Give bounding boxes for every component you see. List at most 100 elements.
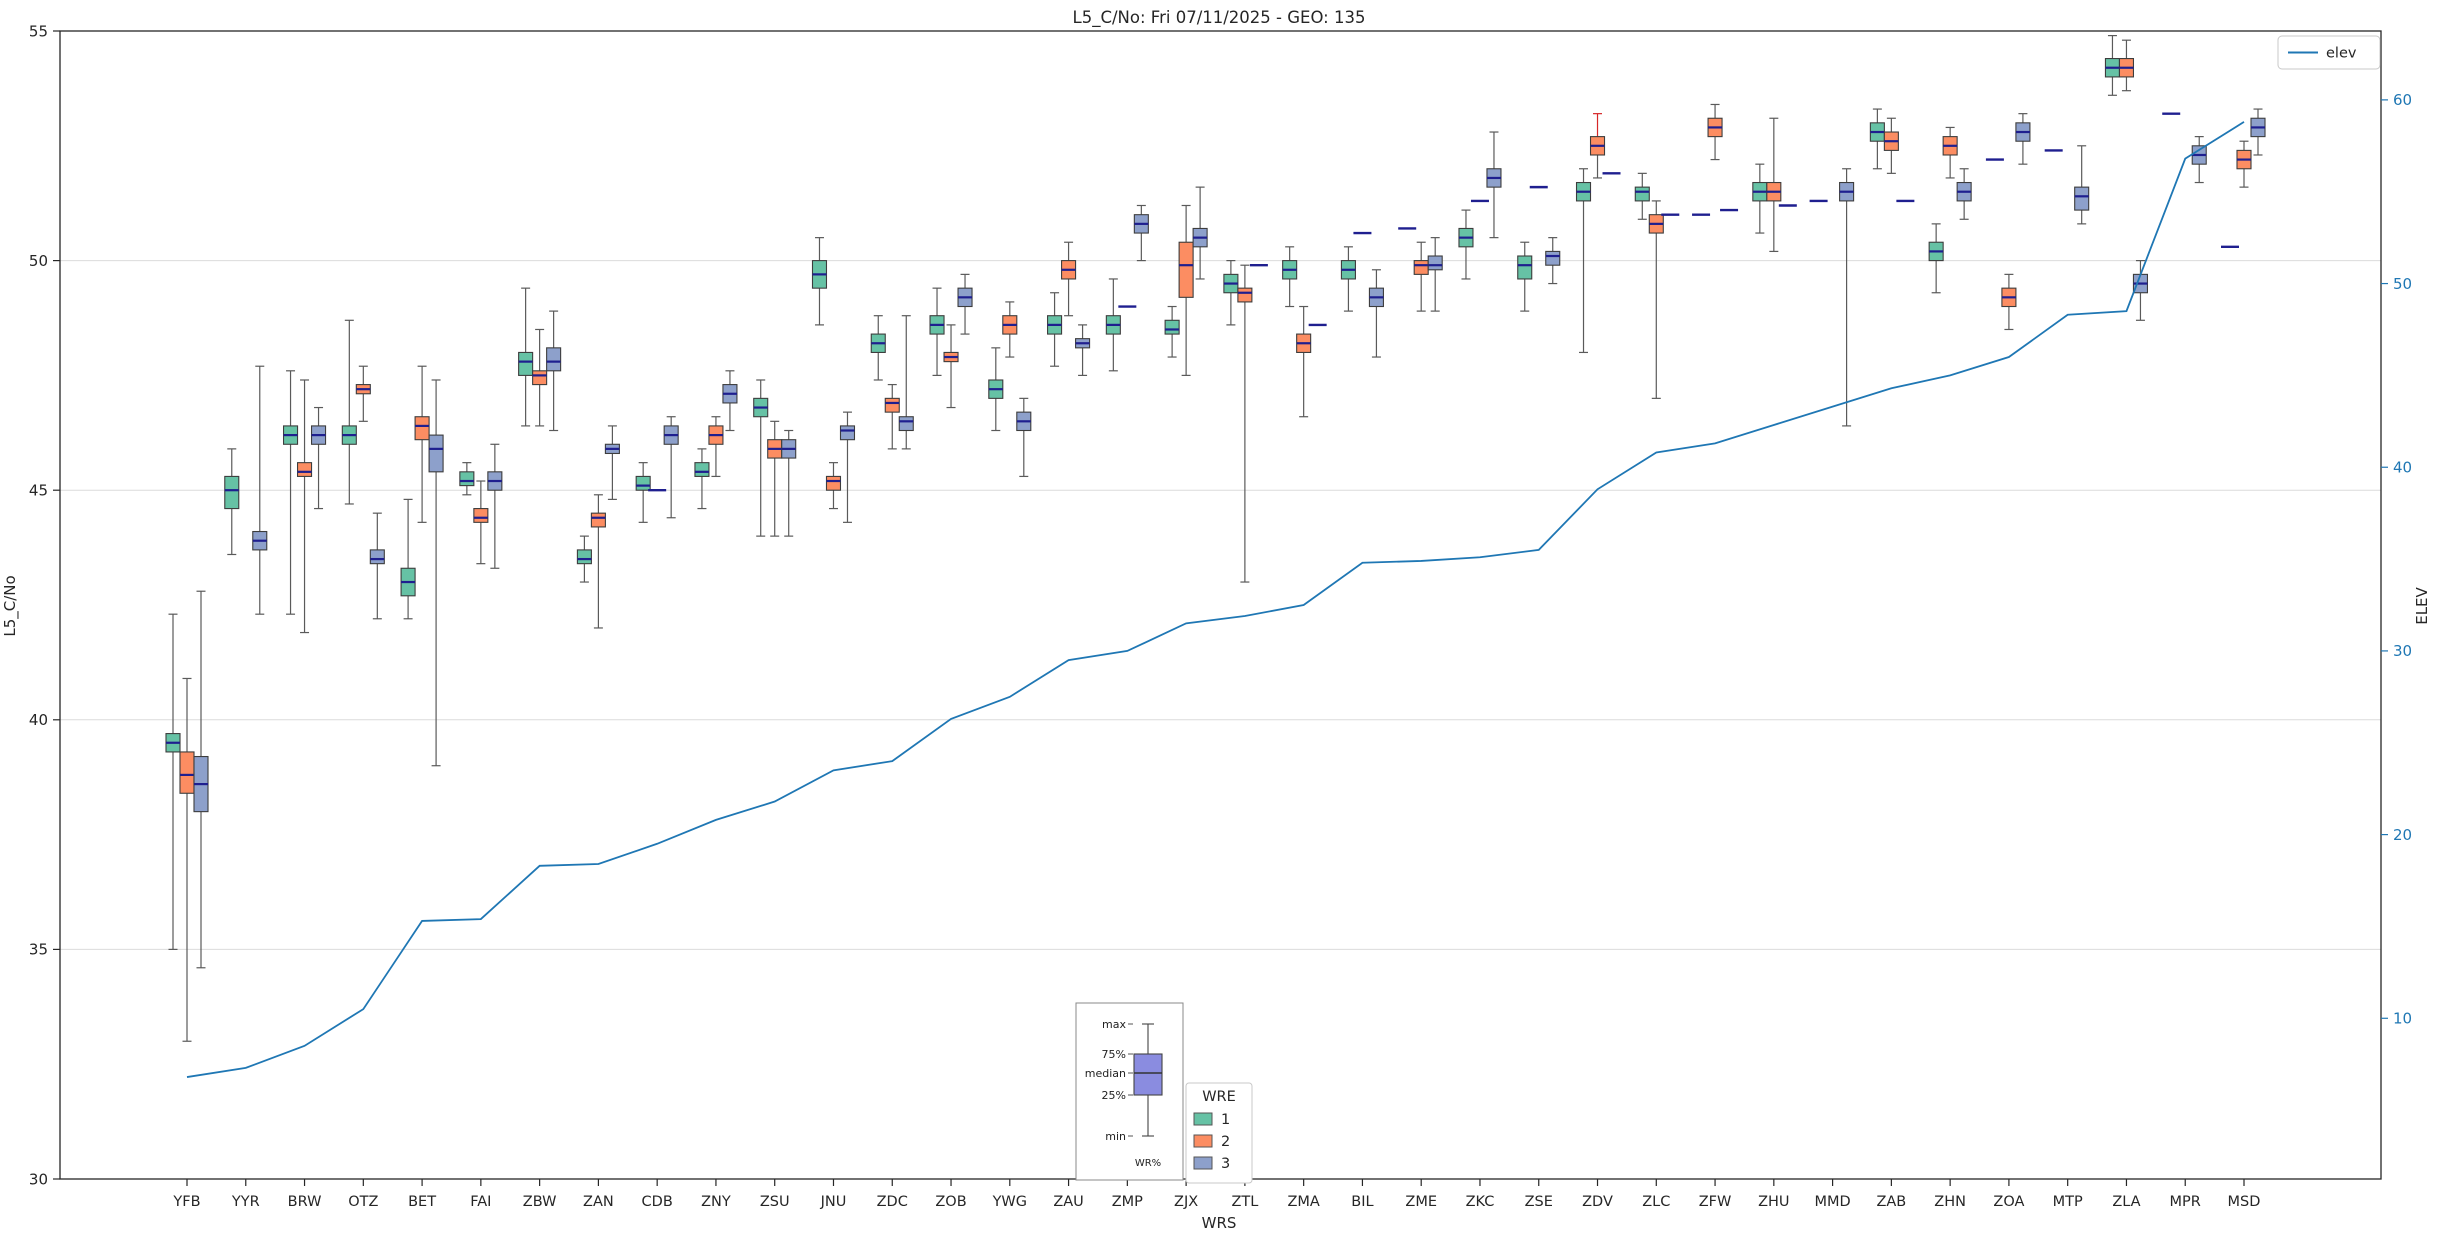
box-ZKC-wre3 — [1486, 131, 1502, 239]
x-tick-label-ZKC: ZKC — [1466, 1194, 1495, 1210]
box-ZDC-wre3 — [898, 315, 914, 450]
x-tick-label-OTZ: OTZ — [348, 1194, 378, 1210]
x-tick-label-ZJX: ZJX — [1174, 1194, 1198, 1210]
box-rect — [590, 512, 606, 528]
x-tick-label-BET: BET — [408, 1194, 436, 1210]
box-ZOA-wre3 — [2015, 113, 2031, 165]
legends: elev WRE 1 2 3 max 75% median 25% min WR% — [1075, 35, 2381, 1184]
x-tick-label-ZMP: ZMP — [1112, 1194, 1143, 1210]
inset-border — [1075, 1002, 1184, 1181]
box-rect — [635, 475, 651, 491]
box-ZLC-wre1 — [1634, 172, 1650, 220]
inset-footer: WR% — [1135, 1158, 1161, 1169]
box-ZKC-wre1 — [1458, 209, 1474, 280]
y2-tick-label: 40 — [2393, 458, 2412, 476]
box-rect — [1178, 241, 1194, 298]
box-ZLA-wre3 — [2132, 260, 2149, 321]
box-rect — [179, 751, 195, 794]
x-tick-label-ZFW: ZFW — [1699, 1194, 1732, 1210]
box-BET-wre3 — [428, 379, 444, 767]
box-ZHU-wre2 — [1766, 117, 1782, 253]
box-MMD-wre3 — [1839, 168, 1855, 427]
box-ZNY-wre2 — [708, 416, 724, 478]
box-FAI-wre3 — [487, 443, 503, 569]
box-rect — [546, 347, 562, 372]
box-rect — [825, 475, 842, 491]
box-ZME-wre3 — [1427, 237, 1443, 312]
box-BET-wre2 — [414, 365, 430, 523]
box-ZMA-wre1 — [1282, 246, 1298, 308]
box-OTZ-wre1 — [341, 319, 357, 505]
boxplots — [165, 34, 2266, 1042]
box-ZSU-wre2 — [767, 420, 783, 537]
x-tick-label-JNU: JNU — [820, 1194, 847, 1210]
box-OTZ-wre2 — [355, 365, 371, 422]
box-rect — [839, 425, 856, 441]
box-rect — [428, 434, 444, 473]
box-ZTL-wre2 — [1237, 264, 1253, 583]
x-tick-label-ZAU: ZAU — [1053, 1194, 1083, 1210]
box-OTZ-wre3 — [369, 512, 385, 620]
inset-label-0: max — [1102, 1018, 1126, 1031]
axes: 30 35 40 45 50 55 10 20 30 40 50 60 YFB YYR BRW OTZ BET F… — [29, 22, 2412, 1210]
box-ZAU-wre1 — [1047, 292, 1063, 367]
box-rect — [414, 416, 430, 441]
y-tick-label: 50 — [29, 252, 48, 270]
box-ZDC-wre1 — [870, 315, 886, 381]
box-MPR-wre3 — [2191, 136, 2207, 184]
x-tick-label-YWG: YWG — [992, 1194, 1027, 1210]
x-tick-label-BIL: BIL — [1351, 1194, 1373, 1210]
elev-legend-label: elev — [2326, 46, 2357, 62]
box-ZAN-wre1 — [576, 535, 592, 583]
box-rect — [473, 508, 489, 523]
box-rect — [2074, 186, 2090, 211]
x-tick-label-ZDC: ZDC — [877, 1194, 908, 1210]
inset-label-1: 75% — [1102, 1048, 1126, 1061]
x-tick-label-ZNY: ZNY — [701, 1194, 731, 1210]
box-ZHN-wre1 — [1928, 223, 1944, 294]
box-CDB-wre3 — [663, 416, 679, 519]
box-ZHN-wre2 — [1942, 126, 1958, 179]
box-ZOB-wre3 — [957, 273, 973, 335]
y-tick-label: 45 — [29, 481, 48, 499]
box-ZSU-wre3 — [781, 429, 797, 537]
box-ZAB-wre1 — [1869, 108, 1885, 170]
box-YWG-wre1 — [988, 347, 1004, 432]
x-tick-label-MTP: MTP — [2053, 1194, 2083, 1210]
box-ZSE-wre1 — [1517, 241, 1533, 312]
y-tick-label: 40 — [29, 711, 48, 729]
box-ZMA-wre2 — [1296, 305, 1312, 418]
x-tick-label-YFB: YFB — [172, 1194, 200, 1210]
box-ZOB-wre2 — [943, 324, 959, 409]
box-ZLA-wre2 — [2118, 39, 2135, 92]
box-MSD-wre2 — [2236, 140, 2252, 188]
wre-legend-swatch-1 — [1193, 1112, 1213, 1126]
box-rect — [1164, 319, 1180, 335]
y2-axis-label: ELEV — [2413, 586, 2431, 624]
wre-legend: WRE 1 2 3 — [1185, 1082, 1253, 1184]
box-ZMP-wre1 — [1105, 278, 1121, 372]
elev-line-layer — [186, 121, 2245, 1078]
chart-title: L5_C/No: Fri 07/11/2025 - GEO: 135 — [1073, 8, 1366, 28]
wre-legend-swatch-3 — [1193, 1156, 1213, 1170]
x-tick-label-ZME: ZME — [1405, 1194, 1437, 1210]
x-tick-label-ZDV: ZDV — [1582, 1194, 1613, 1210]
box-ZDV-wre2 — [1589, 113, 1606, 179]
box-rect — [459, 471, 475, 487]
y-tick-label: 55 — [29, 22, 48, 40]
box-BRW-wre2 — [296, 379, 313, 634]
box-ZNY-wre3 — [722, 370, 738, 432]
box-ZJX-wre2 — [1178, 204, 1194, 376]
y2-tick-label: 10 — [2393, 1010, 2412, 1028]
box-rect — [898, 416, 914, 432]
elev-line — [186, 121, 2245, 1078]
box-ZSU-wre1 — [753, 379, 769, 537]
x-tick-label-BRW: BRW — [288, 1194, 322, 1210]
box-YYR-wre3 — [252, 365, 268, 615]
box-JNU-wre1 — [811, 237, 828, 326]
box-ZAN-wre3 — [604, 425, 620, 500]
y2-tick-label: 60 — [2393, 91, 2412, 109]
box-BIL-wre3 — [1368, 269, 1384, 358]
box-ZDV-wre1 — [1575, 168, 1592, 354]
